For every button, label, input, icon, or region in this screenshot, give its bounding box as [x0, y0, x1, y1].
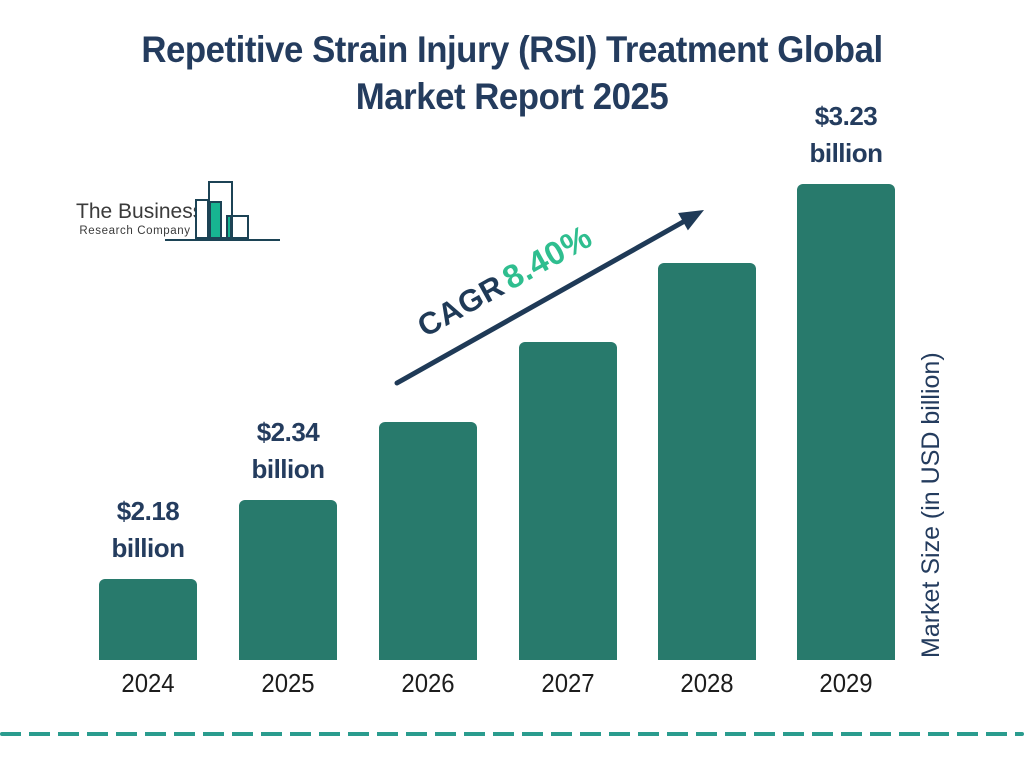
bar-value-unit: billion: [251, 454, 325, 484]
bar-2024: $2.18 billion 2024: [99, 496, 197, 698]
x-tick-label: 2026: [401, 668, 455, 698]
bar-2026: 2026: [379, 422, 477, 698]
page-title-line2: Market Report 2025: [355, 76, 669, 117]
y-axis-label: Market Size (in USD billion): [917, 352, 945, 658]
x-tick-label: 2029: [819, 668, 873, 698]
bar-value-unit: billion: [111, 533, 185, 563]
bar-value-label: $3.23 billion: [761, 98, 931, 172]
bar-value-label: $2.18 billion: [63, 493, 233, 567]
cagr-word: CAGR: [411, 268, 511, 344]
cagr-label: CAGR 8.40%: [386, 204, 624, 360]
bar-value-label: $2.34 billion: [203, 414, 373, 488]
logo-bar-outline-2: [231, 215, 249, 239]
bar-2028: 2028: [658, 263, 756, 698]
page-title: Repetitive Strain Injury (RSI) Treatment…: [31, 26, 994, 120]
x-tick-label: 2025: [261, 668, 315, 698]
company-subtitle: Research Company: [79, 225, 191, 237]
x-tick-label: 2027: [541, 668, 595, 698]
x-tick-label: 2028: [680, 668, 734, 698]
bar-2027: 2027: [519, 342, 617, 698]
logo-bar-outline-1: [195, 199, 209, 239]
bar-value-amount: $2.34: [256, 417, 320, 447]
bar-2029: $3.23 billion 2029: [797, 101, 895, 698]
logo-bar-chart-icon: [165, 181, 280, 241]
logo-bar-teal-1: [209, 201, 222, 239]
bar-2025: $2.34 billion 2025: [239, 417, 337, 698]
page-title-line1: Repetitive Strain Injury (RSI) Treatment…: [141, 29, 883, 70]
bar-value-amount: $3.23: [814, 101, 878, 131]
company-name: The Business: [76, 200, 204, 223]
bottom-dashed-line: [0, 732, 1024, 736]
x-tick-label: 2024: [121, 668, 175, 698]
company-logo-text: The Business Research Company: [76, 200, 204, 237]
trend-arrow-head: [678, 210, 704, 231]
company-logo: The Business Research Company: [76, 181, 286, 248]
bar-value-unit: billion: [809, 138, 883, 168]
bar-value-amount: $2.18: [116, 496, 180, 526]
logo-baseline: [165, 239, 280, 241]
cagr-value: 8.40%: [496, 217, 598, 297]
